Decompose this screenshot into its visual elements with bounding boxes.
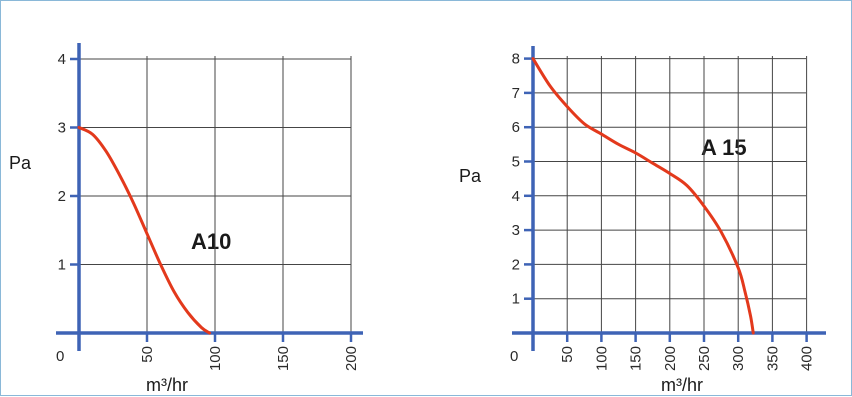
chart1-x-axis-label: m³/hr: [146, 375, 188, 395]
chart2-x-tick-label: 50: [559, 346, 576, 363]
chart2-y-tick-label: 7: [512, 85, 520, 102]
chart1-y-tick-label: 1: [58, 257, 66, 274]
chart2-y-tick-label: 8: [512, 51, 520, 68]
chart1-curve-label: A10: [191, 229, 231, 254]
chart2-x-tick-label: 100: [593, 346, 610, 371]
chart2-x-tick-label: 250: [696, 346, 713, 371]
chart1-y-tick-label: 4: [58, 51, 66, 68]
chart2-y-tick-label: 1: [512, 291, 520, 308]
chart2-y-tick-label: 5: [512, 154, 520, 171]
chart2-y-tick-label: 6: [512, 119, 520, 136]
chart2-x-tick-label: 400: [799, 346, 816, 371]
chart2-curve-label: A 15: [701, 135, 747, 160]
chart2-x-tick-label: 300: [730, 346, 747, 371]
chart2-y-axis-label: Pa: [459, 166, 482, 186]
chart2-x-axis-label: m³/hr: [661, 375, 703, 395]
chart1-x-tick-label: 150: [275, 346, 292, 371]
chart2-x-tick-label: 150: [628, 346, 645, 371]
chart1-x-tick-label: 100: [207, 346, 224, 371]
chart1-y-tick-label: 2: [58, 188, 66, 205]
chart2-y-tick-label: 2: [512, 256, 520, 273]
chart2-y-tick-label: 3: [512, 222, 520, 239]
chart1-x-tick-label: 50: [139, 346, 156, 363]
chart1-curve-line: [77, 126, 212, 335]
chart1-y-tick-label: 3: [58, 120, 66, 137]
chart2-x-tick-label: 200: [662, 346, 679, 371]
chart2-y-tick-label: 4: [512, 188, 520, 205]
chart2-origin-label: 0: [510, 348, 518, 365]
chart1-y-axis-label: Pa: [9, 153, 32, 173]
chart2-curve-line: [531, 57, 755, 335]
chart2-x-tick-label: 350: [764, 346, 781, 371]
chart1-origin-label: 0: [56, 348, 64, 365]
chart1-x-tick-label: 200: [343, 346, 360, 371]
